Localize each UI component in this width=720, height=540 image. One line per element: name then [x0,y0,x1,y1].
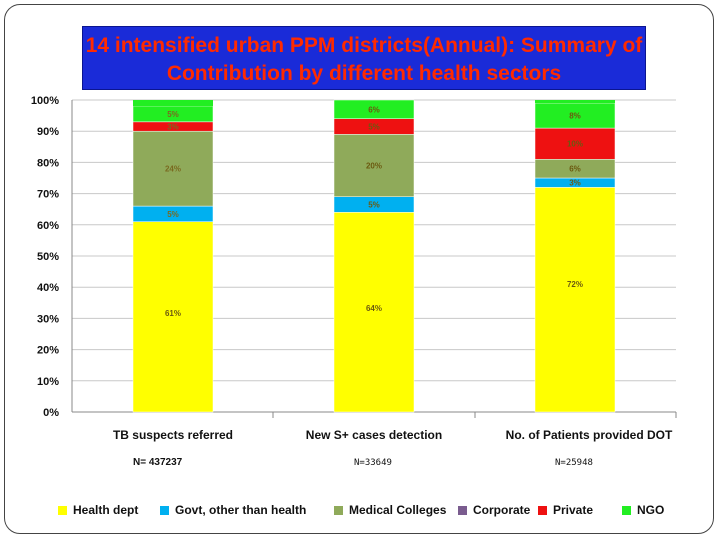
y-tick-label: 30% [37,313,59,325]
y-tick-label: 40% [37,282,59,294]
legend-item: Private [538,500,593,520]
y-tick-label: 80% [37,157,59,169]
bar-segment-top [535,100,615,104]
data-label: 10% [567,140,583,149]
legend-label: Govt, other than health [175,503,307,517]
legend-swatch [538,505,547,515]
legend-swatch [160,505,169,515]
bar-segment [534,127,616,160]
legend-label: Medical Colleges [349,503,447,517]
legend-item: Govt, other than health [160,500,306,520]
legend-item: Health dept [58,500,138,520]
data-label: 24% [165,165,181,174]
bar-segment [333,134,415,197]
slide-title: 14 intensified urban PPM districts(Annua… [82,26,646,90]
title-line-1: 14 intensified urban PPM districts(Annua… [85,34,643,57]
category-label: New S+ cases detection [306,428,442,442]
legend-swatch [334,505,343,515]
legend-label: Private [553,503,594,517]
data-label: 6% [368,105,380,114]
chart-legend: Health dept Govt, other than health Medica… [58,500,698,520]
bar-segment [534,187,616,413]
legend-item: NGO [622,500,664,520]
y-tick-label: 20% [37,345,59,357]
legend-swatch [58,505,67,515]
n-count-label: N= 437237 [133,457,183,468]
data-label: 64% [366,304,382,313]
data-label: 3% [167,123,179,132]
y-tick-label: 0% [43,407,59,419]
data-label: 5% [167,110,179,119]
y-tick-label: 50% [37,251,59,263]
data-label: 5% [368,123,380,132]
y-tick-label: 90% [37,126,59,138]
legend-label: NGO [637,503,665,517]
n-count-label: N=33649 [354,458,392,468]
data-label: 5% [167,210,179,219]
n-count-label: N=25948 [555,458,593,468]
bar-segment [132,130,214,207]
category-label: No. of Patients provided DOT [506,428,673,442]
bar-segment-top [133,100,213,107]
data-label: 72% [567,280,583,289]
title-line-2: Contribution by different health sectors [166,62,562,85]
y-tick-label: 60% [37,220,59,232]
legend-item: Corporate [458,500,530,520]
y-tick-label: 70% [37,189,59,201]
data-label: 6% [569,165,581,174]
data-label: 8% [569,112,581,121]
legend-label: Corporate [473,503,531,517]
y-tick-label: 100% [31,95,59,107]
data-label: 3% [569,179,581,188]
legend-label: Health dept [73,503,139,517]
stacked-bar-chart: 0% 10% 20% 30% 40% 50% 60% 70% 80% 90% 100% 61% 5% 24… [31,95,677,468]
bar-segment [333,99,415,119]
legend-swatch [622,505,631,515]
category-label: TB suspects referred [113,428,233,442]
bar-segment [534,102,616,129]
data-label: 20% [366,162,382,171]
legend-swatch [458,505,467,515]
data-label: 5% [368,201,380,210]
legend-item: Medical Colleges [334,500,446,520]
data-label: 61% [165,309,181,318]
bar-segment [132,221,214,413]
bar-segment [333,212,415,413]
y-tick-label: 10% [37,376,59,388]
